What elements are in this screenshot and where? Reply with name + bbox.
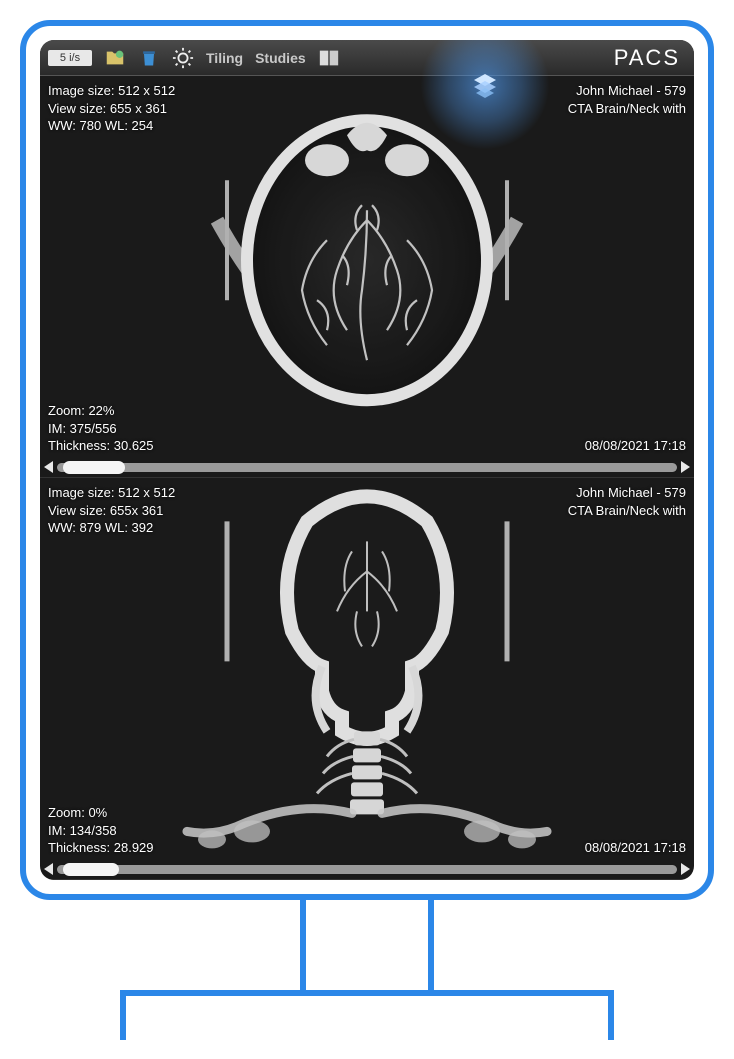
book-icon[interactable] [318,47,340,69]
brightness-icon[interactable] [172,47,194,69]
thickness-label: Thickness: 28.929 [48,839,154,857]
zoom-label: Zoom: 22% [48,402,154,420]
overlay-top-right: John Michael - 579 CTA Brain/Neck with [568,82,686,117]
patient-label: John Michael - 579 [568,484,686,502]
slider-next-icon[interactable] [681,461,690,473]
overlay-bottom-right: 08/08/2021 17:18 [585,437,686,455]
overlay-top-left: Image size: 512 x 512 View size: 655 x 3… [48,82,175,135]
thickness-label: Thickness: 30.625 [48,437,154,455]
image-pane-axial[interactable]: Image size: 512 x 512 View size: 655 x 3… [40,76,694,478]
scan-image-coronal [157,481,577,861]
app-title: PACS [614,45,680,71]
viewer-screen: 5 i/s Tiling Studies PACS [40,40,694,880]
im-label: IM: 134/358 [48,822,154,840]
folder-icon[interactable] [104,47,126,69]
scan-image-axial [177,100,557,440]
image-slider[interactable] [44,861,690,877]
slider-next-icon[interactable] [681,863,690,875]
study-label: CTA Brain/Neck with [568,100,686,118]
overlay-bottom-left: Zoom: 0% IM: 134/358 Thickness: 28.929 [48,804,154,857]
playback-speed[interactable]: 5 i/s [48,50,92,66]
slider-thumb[interactable] [63,461,125,474]
overlay-bottom-left: Zoom: 22% IM: 375/556 Thickness: 30.625 [48,402,154,455]
studies-button[interactable]: Studies [255,50,306,66]
tiling-button[interactable]: Tiling [206,50,243,66]
monitor-neck [300,898,434,998]
slider-track[interactable] [57,463,677,472]
slider-prev-icon[interactable] [44,461,53,473]
viewer-panes: Image size: 512 x 512 View size: 655 x 3… [40,76,694,880]
timestamp-label: 08/08/2021 17:18 [585,437,686,455]
ww-wl-label: WW: 879 WL: 392 [48,519,175,537]
image-pane-coronal[interactable]: Image size: 512 x 512 View size: 655x 36… [40,478,694,880]
toolbar: 5 i/s Tiling Studies PACS [40,40,694,76]
slider-prev-icon[interactable] [44,863,53,875]
view-size-label: View size: 655x 361 [48,502,175,520]
image-size-label: Image size: 512 x 512 [48,82,175,100]
image-slider[interactable] [44,459,690,475]
image-size-label: Image size: 512 x 512 [48,484,175,502]
trash-icon[interactable] [138,47,160,69]
monitor-frame: 5 i/s Tiling Studies PACS [20,20,714,900]
view-size-label: View size: 655 x 361 [48,100,175,118]
study-label: CTA Brain/Neck with [568,502,686,520]
overlay-bottom-right: 08/08/2021 17:18 [585,839,686,857]
app-logo-icon[interactable] [468,68,502,102]
ww-wl-label: WW: 780 WL: 254 [48,117,175,135]
monitor-base [120,990,614,1040]
overlay-top-right: John Michael - 579 CTA Brain/Neck with [568,484,686,519]
patient-label: John Michael - 579 [568,82,686,100]
slider-thumb[interactable] [63,863,119,876]
slider-track[interactable] [57,865,677,874]
timestamp-label: 08/08/2021 17:18 [585,839,686,857]
overlay-top-left: Image size: 512 x 512 View size: 655x 36… [48,484,175,537]
im-label: IM: 375/556 [48,420,154,438]
zoom-label: Zoom: 0% [48,804,154,822]
